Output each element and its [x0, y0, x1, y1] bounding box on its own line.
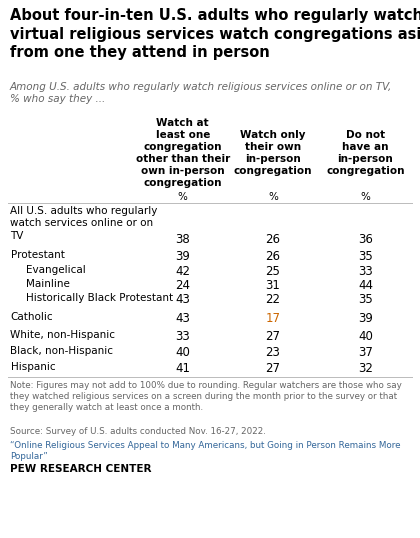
Text: Among U.S. adults who regularly watch religious services online or on TV,
% who : Among U.S. adults who regularly watch re…: [10, 82, 392, 104]
Text: 36: 36: [358, 233, 373, 246]
Text: 38: 38: [175, 233, 190, 246]
Text: Source: Survey of U.S. adults conducted Nov. 16-27, 2022.: Source: Survey of U.S. adults conducted …: [10, 427, 266, 436]
Text: White, non-Hispanic: White, non-Hispanic: [10, 330, 116, 340]
Text: Historically Black Protestant: Historically Black Protestant: [26, 293, 173, 303]
Text: 24: 24: [175, 279, 190, 292]
Text: 32: 32: [358, 362, 373, 375]
Text: 33: 33: [358, 265, 373, 278]
Text: 43: 43: [175, 293, 190, 306]
Text: 35: 35: [358, 293, 373, 306]
Text: 40: 40: [358, 330, 373, 343]
Text: 26: 26: [265, 250, 281, 263]
Text: Black, non-Hispanic: Black, non-Hispanic: [10, 346, 113, 356]
Text: 35: 35: [358, 250, 373, 263]
Text: About four-in-ten U.S. adults who regularly watch
virtual religious services wat: About four-in-ten U.S. adults who regula…: [10, 8, 420, 60]
Text: 39: 39: [175, 250, 190, 263]
Text: Watch only
their own
in-person
congregation: Watch only their own in-person congregat…: [234, 130, 312, 176]
Text: 37: 37: [358, 346, 373, 359]
Text: 31: 31: [265, 279, 281, 292]
Text: 23: 23: [265, 346, 281, 359]
Text: 40: 40: [175, 346, 190, 359]
Text: Hispanic: Hispanic: [10, 362, 55, 372]
Text: 26: 26: [265, 233, 281, 246]
Text: 17: 17: [265, 312, 281, 325]
Text: 44: 44: [358, 279, 373, 292]
Text: 27: 27: [265, 362, 281, 375]
Text: %: %: [360, 192, 370, 202]
Text: Evangelical: Evangelical: [26, 265, 86, 275]
Text: 39: 39: [358, 312, 373, 325]
Text: All U.S. adults who regularly
watch services online or on
TV: All U.S. adults who regularly watch serv…: [10, 206, 158, 241]
Text: 33: 33: [175, 330, 190, 343]
Text: 41: 41: [175, 362, 190, 375]
Text: %: %: [178, 192, 188, 202]
Text: 27: 27: [265, 330, 281, 343]
Text: 25: 25: [265, 265, 281, 278]
Text: “Online Religious Services Appeal to Many Americans, but Going in Person Remains: “Online Religious Services Appeal to Man…: [10, 441, 401, 461]
Text: Watch at
least one
congregation
other than their
own in-person
congregation: Watch at least one congregation other th…: [136, 118, 230, 188]
Text: 42: 42: [175, 265, 190, 278]
Text: 22: 22: [265, 293, 281, 306]
Text: Catholic: Catholic: [10, 312, 53, 322]
Text: Do not
have an
in-person
congregation: Do not have an in-person congregation: [326, 130, 404, 176]
Text: %: %: [268, 192, 278, 202]
Text: Protestant: Protestant: [10, 250, 64, 260]
Text: Mainline: Mainline: [26, 279, 70, 289]
Text: PEW RESEARCH CENTER: PEW RESEARCH CENTER: [10, 464, 152, 474]
Text: 43: 43: [175, 312, 190, 325]
Text: Note: Figures may not add to 100% due to rounding. Regular watchers are those wh: Note: Figures may not add to 100% due to…: [10, 381, 402, 412]
